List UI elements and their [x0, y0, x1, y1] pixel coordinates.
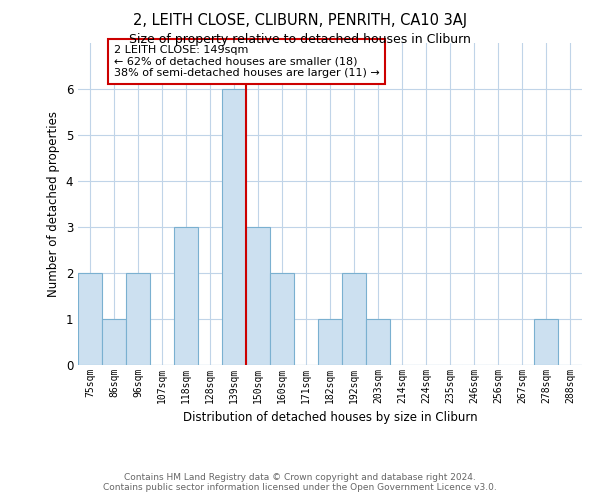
Bar [126, 273, 150, 365]
Bar [534, 319, 558, 365]
Bar [246, 227, 270, 365]
Bar [174, 227, 198, 365]
Text: 2 LEITH CLOSE: 149sqm
← 62% of detached houses are smaller (18)
38% of semi-deta: 2 LEITH CLOSE: 149sqm ← 62% of detached … [114, 45, 380, 78]
Bar [318, 319, 342, 365]
Bar [78, 273, 102, 365]
Bar [102, 319, 126, 365]
Text: 2, LEITH CLOSE, CLIBURN, PENRITH, CA10 3AJ: 2, LEITH CLOSE, CLIBURN, PENRITH, CA10 3… [133, 12, 467, 28]
Bar [342, 273, 366, 365]
Text: Contains HM Land Registry data © Crown copyright and database right 2024.
Contai: Contains HM Land Registry data © Crown c… [103, 473, 497, 492]
Y-axis label: Number of detached properties: Number of detached properties [47, 111, 60, 296]
X-axis label: Distribution of detached houses by size in Cliburn: Distribution of detached houses by size … [182, 412, 478, 424]
Text: Size of property relative to detached houses in Cliburn: Size of property relative to detached ho… [129, 32, 471, 46]
Bar [270, 273, 294, 365]
Bar [222, 88, 246, 365]
Bar [366, 319, 390, 365]
